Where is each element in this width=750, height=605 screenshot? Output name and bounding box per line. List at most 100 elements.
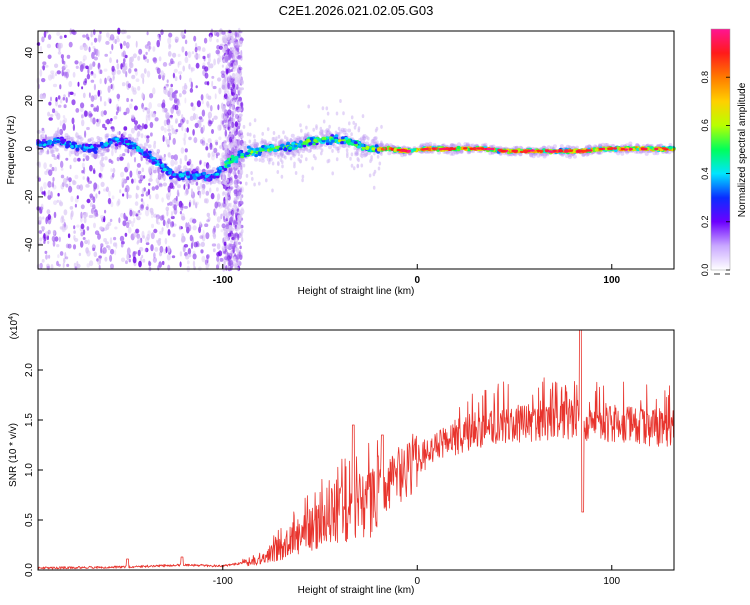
noise-point — [196, 182, 199, 186]
noise-point — [219, 145, 222, 149]
noise-point — [240, 87, 244, 90]
noise-point — [116, 38, 120, 43]
noise-point — [224, 230, 226, 235]
noise-point — [115, 242, 117, 249]
noise-point — [117, 199, 120, 206]
noise-point — [197, 186, 200, 191]
noise-point — [185, 57, 189, 63]
noise-point — [45, 65, 49, 68]
halo-point — [315, 126, 318, 130]
noise-point — [200, 249, 203, 253]
halo-point — [305, 126, 308, 130]
noise-point — [110, 219, 113, 222]
noise-point — [136, 185, 138, 191]
noise-point — [114, 249, 116, 255]
noise-point — [195, 47, 198, 53]
noise-point — [121, 30, 125, 35]
noise-point — [80, 241, 83, 248]
halo-point — [428, 142, 432, 146]
noise-point — [205, 232, 209, 239]
noise-point — [185, 51, 188, 56]
noise-point — [202, 47, 206, 52]
noise-point — [153, 257, 157, 263]
noise-point — [217, 104, 219, 110]
noise-point — [88, 181, 92, 184]
noise-point — [188, 64, 190, 70]
noise-point — [133, 218, 135, 224]
noise-point — [239, 97, 242, 100]
halo-point — [337, 146, 341, 150]
noise-point — [217, 58, 220, 65]
noise-point — [155, 117, 159, 121]
noise-point — [104, 69, 108, 72]
noise-point — [64, 104, 67, 108]
noise-point — [124, 63, 127, 68]
noise-point — [38, 177, 41, 181]
noise-point — [120, 213, 124, 218]
ridge-point — [223, 168, 227, 171]
noise-point — [50, 97, 52, 102]
noise-point — [228, 69, 232, 72]
noise-point — [87, 68, 89, 75]
noise-point — [153, 143, 156, 149]
noise-point — [239, 41, 243, 47]
noise-point — [116, 111, 118, 115]
halo-point — [362, 136, 366, 140]
noise-point — [76, 66, 79, 69]
noise-point — [234, 204, 238, 209]
noise-point — [110, 249, 114, 255]
noise-point — [122, 220, 126, 226]
noise-point — [229, 63, 232, 68]
halo-point — [254, 158, 258, 162]
noise-point — [78, 82, 80, 87]
noise-point — [112, 195, 115, 199]
noise-point — [128, 227, 132, 234]
noise-point — [141, 194, 144, 197]
halo-point — [357, 164, 360, 168]
noise-point — [174, 99, 177, 103]
noise-point — [213, 86, 217, 89]
noise-point — [42, 61, 46, 65]
noise-point — [240, 38, 244, 41]
noise-point — [235, 51, 237, 55]
noise-point — [172, 53, 176, 58]
noise-point — [235, 107, 237, 111]
noise-point — [211, 129, 214, 134]
noise-point — [166, 193, 169, 199]
halo-point — [161, 173, 165, 177]
noise-point — [123, 58, 126, 63]
noise-point — [165, 112, 169, 119]
noise-point — [206, 191, 210, 196]
halo-point — [328, 125, 331, 129]
halo-point — [249, 140, 252, 144]
noise-point — [235, 73, 239, 78]
noise-point — [89, 47, 91, 53]
noise-point — [202, 188, 206, 195]
noise-point — [91, 42, 93, 46]
noise-point — [63, 115, 65, 118]
noise-point — [82, 35, 86, 38]
halo-point — [293, 162, 296, 166]
noise-point — [50, 114, 54, 117]
noise-point — [91, 71, 93, 75]
noise-point — [122, 153, 125, 156]
noise-point — [213, 226, 216, 233]
noise-point — [198, 121, 201, 128]
halo-point — [241, 159, 245, 163]
noise-point — [39, 69, 42, 76]
noise-point — [171, 211, 173, 217]
noise-point — [120, 172, 124, 178]
noise-point — [180, 211, 182, 214]
noise-point — [93, 182, 97, 189]
noise-point — [90, 34, 94, 37]
noise-point — [181, 114, 183, 119]
noise-point — [190, 116, 194, 121]
noise-point — [126, 108, 130, 114]
noise-point — [152, 46, 155, 52]
noise-point — [66, 264, 69, 267]
noise-point — [39, 237, 42, 241]
noise-point — [217, 243, 221, 249]
noise-point — [43, 241, 45, 244]
noise-point — [193, 36, 196, 42]
noise-point — [225, 237, 229, 241]
